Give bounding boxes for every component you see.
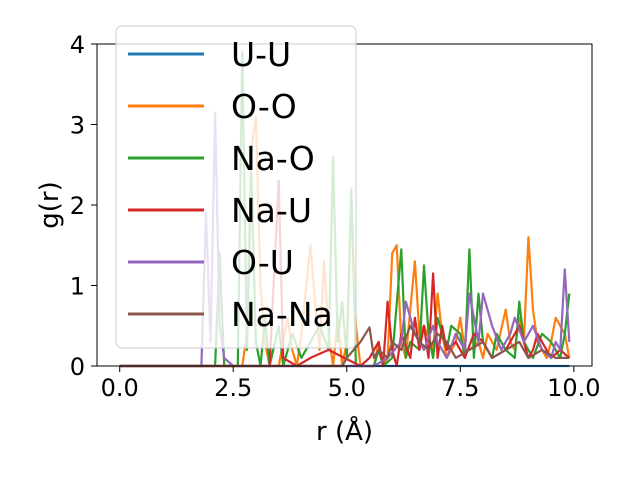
legend-label-u-u: U-U xyxy=(231,35,291,74)
series-lines xyxy=(119,50,571,368)
legend: U-U O-O Na-O Na-U O-U Na-Na xyxy=(115,25,357,349)
y-tick-label: 3 xyxy=(70,112,85,140)
x-tick-label: 2.5 xyxy=(214,374,252,402)
x-tick-label: 10.0 xyxy=(547,374,600,402)
y-axis-ticks: 0 1 2 3 4 xyxy=(70,31,97,381)
x-tick-label: 0.0 xyxy=(101,374,139,402)
legend-label-na-u: Na-U xyxy=(231,191,312,230)
y-tick-label: 2 xyxy=(70,192,85,220)
y-tick-label: 4 xyxy=(70,31,85,59)
x-tick-label: 5.0 xyxy=(328,374,366,402)
legend-label-o-u: O-U xyxy=(231,243,294,282)
x-axis-ticks: 0.0 2.5 5.0 7.5 10.0 xyxy=(101,366,601,402)
legend-label-na-na: Na-Na xyxy=(231,295,333,334)
x-axis-label: r (Å) xyxy=(316,415,373,447)
x-tick-label: 7.5 xyxy=(441,374,479,402)
series-line-na-o xyxy=(119,50,571,368)
legend-label-o-o: O-O xyxy=(231,87,297,126)
y-axis-label: g(r) xyxy=(35,181,65,228)
series-line-o-u xyxy=(119,111,571,368)
y-tick-label: 1 xyxy=(70,273,85,301)
series-line-na-na xyxy=(119,324,570,368)
y-tick-label: 0 xyxy=(70,353,85,381)
legend-label-na-o: Na-O xyxy=(231,139,315,178)
